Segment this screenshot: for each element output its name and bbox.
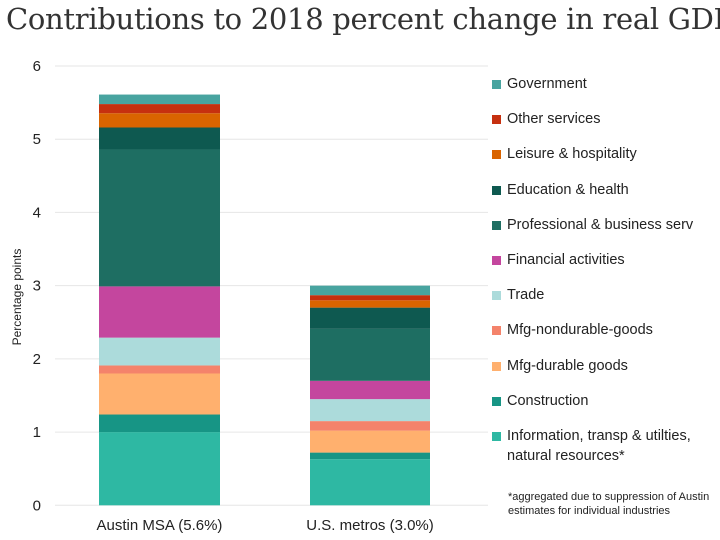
bar-segment xyxy=(310,380,430,400)
legend-swatch xyxy=(492,361,501,371)
bar-segment xyxy=(310,285,430,296)
legend-label: Professional & business serv xyxy=(507,216,694,233)
legend-label: Leisure & hospitality xyxy=(507,146,637,163)
bar-segment xyxy=(310,430,430,453)
chart-title: Contributions to 2018 percent change in … xyxy=(6,2,720,36)
bar-segment xyxy=(310,300,430,308)
legend-item: Construction xyxy=(492,393,588,409)
bar-segment xyxy=(99,113,220,128)
legend-swatch xyxy=(492,432,501,441)
y-tick-label: 1 xyxy=(33,424,41,441)
bar-segment xyxy=(310,399,430,422)
legend-swatch xyxy=(492,150,501,160)
legend-swatch xyxy=(492,220,501,230)
footnote: *aggregated due to suppression of Austin… xyxy=(508,491,710,517)
legend-label: Mfg-durable goods xyxy=(507,357,628,374)
legend-swatch xyxy=(492,115,501,125)
y-tick-label: 0 xyxy=(33,497,41,514)
y-tick-label: 4 xyxy=(33,204,41,221)
legend-item: Other services xyxy=(492,111,600,127)
legend-item: Trade xyxy=(492,287,544,303)
legend-swatch xyxy=(492,80,501,89)
bar-segment xyxy=(99,414,220,433)
bar-segment xyxy=(310,295,430,301)
bar-segment xyxy=(99,365,220,374)
legend-swatch xyxy=(492,185,501,195)
legend-label: Education & health xyxy=(507,181,629,198)
bar-segment xyxy=(310,459,430,506)
legend-item: Professional & business serv xyxy=(492,217,693,233)
bar-segment xyxy=(310,307,430,329)
bar-segment xyxy=(99,286,220,338)
legend-item: Financial activities xyxy=(492,252,625,268)
legend-swatch xyxy=(492,291,501,301)
legend-label: Government xyxy=(507,76,587,92)
legend-label: Mfg-nondurable-goods xyxy=(507,322,653,339)
bar-segment xyxy=(310,452,430,460)
bar-segment xyxy=(99,432,220,506)
bar-segment xyxy=(99,127,220,150)
y-tick-label: 2 xyxy=(33,351,41,368)
legend-label: Information, transp & utilties, natural … xyxy=(507,428,691,464)
legend-item: Government xyxy=(492,76,587,92)
legend-label: Construction xyxy=(507,392,589,409)
legend-item: Information, transp & utilties, natural … xyxy=(492,428,717,466)
bar-segment xyxy=(99,373,220,415)
legend-item: Mfg-nondurable-goods xyxy=(492,322,653,338)
bar-segment xyxy=(99,149,220,287)
legend-item: Mfg-durable goods xyxy=(492,358,628,374)
x-tick-label: Austin MSA (5.6%) xyxy=(97,517,223,534)
legend-swatch xyxy=(492,396,501,406)
legend-swatch xyxy=(492,326,501,336)
y-tick-label: 5 xyxy=(33,131,41,148)
bar-segment xyxy=(99,104,220,114)
legend-label: Other services xyxy=(507,111,601,128)
y-tick-label: 3 xyxy=(33,278,41,295)
legend-label: Trade xyxy=(507,287,545,304)
legend-swatch xyxy=(492,256,501,265)
bar-segment xyxy=(310,421,430,431)
bar-segment xyxy=(310,328,430,381)
x-tick-label: U.S. metros (3.0%) xyxy=(306,517,434,534)
bar-segment xyxy=(99,337,220,366)
y-tick-label: 6 xyxy=(33,58,41,75)
legend-label: Financial activities xyxy=(507,252,625,268)
bar-segment xyxy=(99,94,220,105)
legend-item: Leisure & hospitality xyxy=(492,146,637,162)
legend-item: Education & health xyxy=(492,182,629,198)
